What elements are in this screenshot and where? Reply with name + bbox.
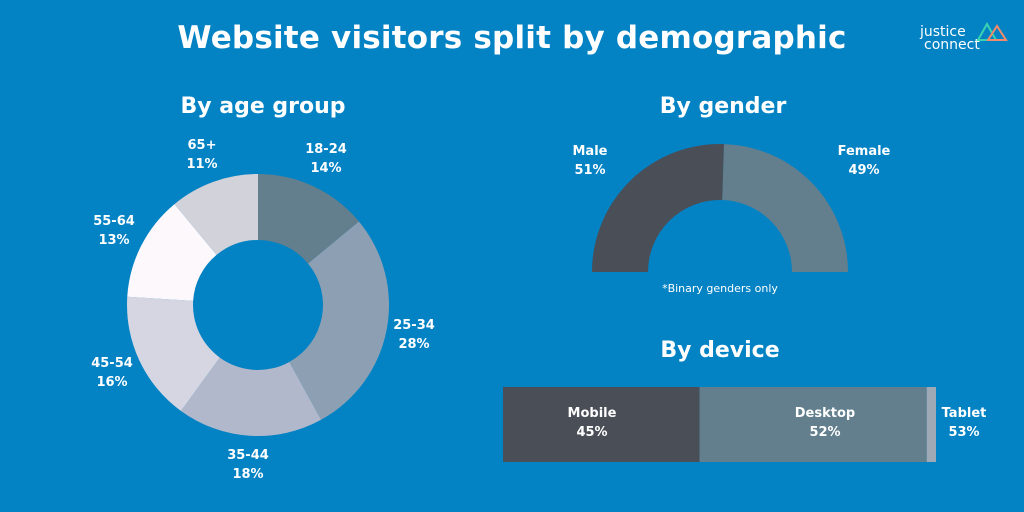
age-category-45-54: 45-54 — [91, 356, 133, 371]
device-label-tablet: Tablet 53% — [936, 404, 992, 442]
device-category-desktop: Desktop — [794, 406, 856, 421]
age-slice-35-44 — [181, 357, 322, 436]
logo-word-justice: justice — [920, 24, 966, 40]
gender-value-male: 51% — [574, 163, 606, 178]
age-slice-25-34 — [289, 221, 389, 420]
gender-category-female: Female — [837, 144, 891, 159]
page-title: Website visitors split by demographic — [177, 20, 847, 56]
logo-word-connect: connect — [924, 37, 980, 53]
age-label-55-64: 55-64 13% — [84, 212, 144, 250]
device-category-tablet: Tablet — [941, 406, 987, 421]
age-label-18-24: 18-24 14% — [296, 140, 356, 178]
gender-category-male: Male — [572, 144, 608, 159]
age-label-35-44: 35-44 18% — [218, 446, 278, 484]
age-label-25-34: 25-34 28% — [384, 316, 444, 354]
gender-footnote: *Binary genders only — [662, 282, 778, 295]
age-category-18-24: 18-24 — [305, 142, 347, 157]
device-value-desktop: 52% — [809, 425, 841, 440]
device-value-tablet: 53% — [948, 425, 980, 440]
age-value-65-plus: 11% — [186, 157, 218, 172]
device-label-desktop: Desktop 52% — [790, 404, 860, 442]
age-slice-45-54 — [127, 296, 220, 411]
age-slice-55-64 — [127, 204, 217, 301]
age-category-65-plus: 65+ — [187, 138, 217, 153]
logo-triangles-icon — [976, 21, 1008, 41]
device-chart-title: By device — [660, 338, 780, 363]
age-category-55-64: 55-64 — [93, 214, 135, 229]
age-slice-18-24 — [258, 174, 359, 264]
age-label-45-54: 45-54 16% — [82, 354, 142, 392]
device-value-mobile: 45% — [576, 425, 608, 440]
gender-slice-female — [722, 144, 848, 272]
justice-connect-logo: justice connect — [918, 12, 1018, 56]
gender-slice-male — [592, 143, 725, 272]
age-value-25-34: 28% — [398, 337, 430, 352]
device-bar-desktop — [699, 387, 927, 462]
age-value-45-54: 16% — [96, 375, 128, 390]
age-value-55-64: 13% — [98, 233, 130, 248]
age-category-25-34: 25-34 — [393, 318, 435, 333]
gender-label-female: Female 49% — [834, 142, 894, 180]
device-label-mobile: Mobile 45% — [562, 404, 622, 442]
age-slice-65-plus — [174, 174, 258, 255]
age-category-35-44: 35-44 — [227, 448, 269, 463]
device-bar-mobile — [503, 387, 700, 462]
age-value-18-24: 14% — [310, 161, 342, 176]
age-chart-title: By age group — [180, 94, 346, 119]
gender-label-male: Male 51% — [560, 142, 620, 180]
device-category-mobile: Mobile — [567, 406, 617, 421]
age-value-35-44: 18% — [232, 467, 264, 482]
gender-chart-title: By gender — [659, 94, 787, 119]
gender-value-female: 49% — [848, 163, 880, 178]
device-bar-tablet — [926, 387, 936, 462]
age-label-65-plus: 65+ 11% — [172, 136, 232, 174]
